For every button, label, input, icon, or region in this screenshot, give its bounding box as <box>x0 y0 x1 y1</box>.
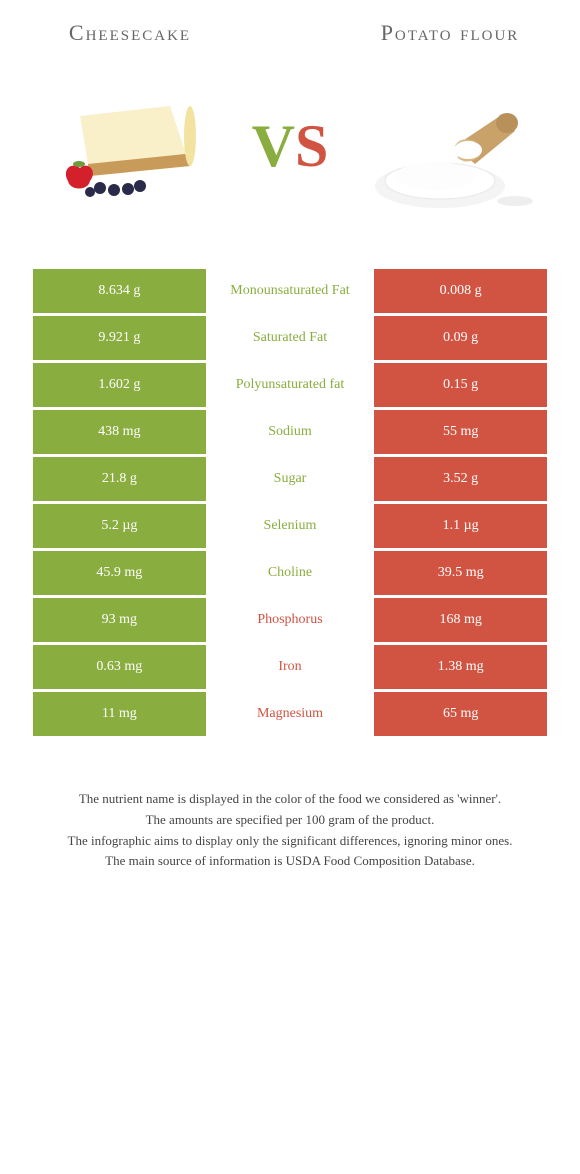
nutrient-name-cell: Phosphorus <box>209 598 372 642</box>
footnote-line: The amounts are specified per 100 gram o… <box>40 810 540 831</box>
table-row: 45.9 mgCholine39.5 mg <box>33 551 547 595</box>
right-value-cell: 55 mg <box>374 410 547 454</box>
nutrient-name-cell: Selenium <box>209 504 372 548</box>
right-value-cell: 0.008 g <box>374 269 547 313</box>
right-value-cell: 1.1 µg <box>374 504 547 548</box>
nutrient-name-cell: Polyunsaturated fat <box>209 363 372 407</box>
infographic-container: Cheesecake Potato flour VS <box>0 0 580 892</box>
right-value-cell: 1.38 mg <box>374 645 547 689</box>
table-row: 1.602 gPolyunsaturated fat0.15 g <box>33 363 547 407</box>
right-value-cell: 3.52 g <box>374 457 547 501</box>
nutrient-name-cell: Sugar <box>209 457 372 501</box>
footnotes: The nutrient name is displayed in the co… <box>30 789 550 872</box>
vs-label: VS <box>252 112 329 181</box>
left-value-cell: 93 mg <box>33 598 206 642</box>
title-row: Cheesecake Potato flour <box>30 20 550 46</box>
nutrient-name-cell: Saturated Fat <box>209 316 372 360</box>
left-value-cell: 1.602 g <box>33 363 206 407</box>
left-value-cell: 11 mg <box>33 692 206 736</box>
nutrient-name-cell: Sodium <box>209 410 372 454</box>
table-row: 0.63 mgIron1.38 mg <box>33 645 547 689</box>
footnote-line: The infographic aims to display only the… <box>40 831 540 852</box>
table-row: 9.921 gSaturated Fat0.09 g <box>33 316 547 360</box>
left-value-cell: 5.2 µg <box>33 504 206 548</box>
right-food-title: Potato flour <box>350 20 550 46</box>
vs-s-letter: S <box>295 113 328 179</box>
right-value-cell: 168 mg <box>374 598 547 642</box>
table-row: 93 mgPhosphorus168 mg <box>33 598 547 642</box>
table-row: 8.634 gMonounsaturated Fat0.008 g <box>33 269 547 313</box>
nutrient-name-cell: Iron <box>209 645 372 689</box>
left-food-title: Cheesecake <box>30 20 230 46</box>
left-value-cell: 8.634 g <box>33 269 206 313</box>
table-row: 11 mgMagnesium65 mg <box>33 692 547 736</box>
images-row: VS <box>30 56 550 236</box>
left-value-cell: 0.63 mg <box>33 645 206 689</box>
nutrient-name-cell: Magnesium <box>209 692 372 736</box>
cheesecake-image <box>30 66 230 226</box>
right-value-cell: 65 mg <box>374 692 547 736</box>
right-value-cell: 0.09 g <box>374 316 547 360</box>
left-value-cell: 9.921 g <box>33 316 206 360</box>
flour-image <box>350 66 550 226</box>
left-value-cell: 21.8 g <box>33 457 206 501</box>
right-value-cell: 0.15 g <box>374 363 547 407</box>
footnote-line: The nutrient name is displayed in the co… <box>40 789 540 810</box>
footnote-line: The main source of information is USDA F… <box>40 851 540 872</box>
left-value-cell: 438 mg <box>33 410 206 454</box>
comparison-table: 8.634 gMonounsaturated Fat0.008 g9.921 g… <box>30 266 550 739</box>
vs-v-letter: V <box>252 113 295 179</box>
table-row: 438 mgSodium55 mg <box>33 410 547 454</box>
right-value-cell: 39.5 mg <box>374 551 547 595</box>
nutrient-name-cell: Monounsaturated Fat <box>209 269 372 313</box>
left-value-cell: 45.9 mg <box>33 551 206 595</box>
table-row: 5.2 µgSelenium1.1 µg <box>33 504 547 548</box>
nutrient-name-cell: Choline <box>209 551 372 595</box>
table-body: 8.634 gMonounsaturated Fat0.008 g9.921 g… <box>33 269 547 736</box>
table-row: 21.8 gSugar3.52 g <box>33 457 547 501</box>
